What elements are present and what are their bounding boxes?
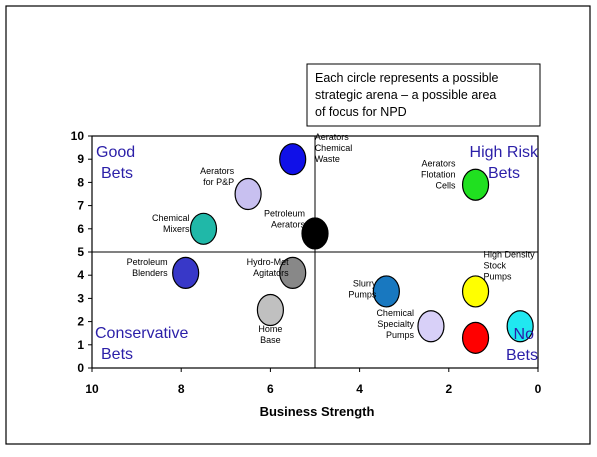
data-point-circle: [506, 310, 534, 343]
data-point-label: Pumps: [348, 289, 377, 299]
note-line-1: Each circle represents a possible: [315, 71, 498, 85]
data-point-label: Aerators: [271, 219, 306, 229]
data-point-label: Blenders: [132, 268, 168, 278]
data-point-circle: [372, 275, 400, 308]
data-point-circle: [189, 212, 218, 245]
data-point-circle: [461, 168, 490, 201]
data-point-label: Aerators: [315, 132, 350, 142]
quadrant-label-good-line2: Bets: [101, 165, 133, 182]
data-point-label: Chemical: [376, 308, 414, 318]
data-point-circle: [461, 275, 490, 308]
x-tick-label: 2: [445, 382, 452, 396]
quadrant-label-high-risk-line2: Bets: [488, 165, 520, 182]
quadrant-label-no-line2: Bets: [506, 347, 538, 364]
data-point-label: Waste: [315, 154, 340, 164]
y-tick-label: 10: [71, 129, 85, 143]
y-tick-label: 0: [77, 361, 84, 375]
y-tick-label: 8: [77, 175, 84, 189]
data-point-label: Home: [258, 324, 282, 334]
x-tick-label: 0: [535, 382, 542, 396]
quadrant-label-no-line1: No: [514, 326, 535, 343]
data-point-circle: [279, 143, 307, 176]
data-point-circle: [256, 293, 284, 327]
quadrant-label-conservative-line1: Conservative: [95, 325, 188, 342]
quadrant-label-good-line1: Good: [96, 144, 135, 161]
quadrant-label-conservative-line2: Bets: [101, 346, 133, 363]
y-tick-label: 9: [77, 152, 84, 166]
data-point-circle: [279, 256, 307, 289]
x-tick-label: 6: [267, 382, 274, 396]
outer-frame: [5, 5, 591, 445]
quadrant-label-high-risk-line1: High Risk: [470, 144, 539, 161]
x-tick-label: 10: [85, 382, 99, 396]
data-point-label: Stock: [484, 260, 507, 270]
data-point-label: Aerators: [422, 159, 457, 169]
data-point-circle: [461, 321, 490, 354]
data-point-label: Pumps: [484, 271, 513, 281]
data-point-label: for P&P: [203, 177, 234, 187]
data-point-label: Base: [260, 335, 281, 345]
data-point-label: Mixers: [163, 224, 190, 234]
note-line-2: strategic arena – a possible area: [315, 88, 496, 102]
data-point-label: Slurry: [353, 278, 377, 288]
plot-area: 0 1 2 3 4 5 6 7 8 9 10 10 8 6 4 2 0 Business Strength Good…: [71, 129, 542, 419]
data-point-label: Agitators: [253, 268, 289, 278]
note-box: [306, 63, 541, 127]
y-tick-label: 2: [77, 315, 84, 329]
y-tick-label: 1: [77, 338, 84, 352]
data-point-label: Petroleum: [264, 208, 305, 218]
x-tick-label: 4: [356, 382, 363, 396]
x-tick-label: 8: [178, 382, 185, 396]
data-point-label: Chemical: [152, 213, 190, 223]
data-point-label: Pumps: [386, 330, 415, 340]
data-point-circle: [301, 217, 329, 250]
y-tick-label: 5: [77, 245, 84, 259]
data-point-label: Aerators: [200, 166, 235, 176]
data-point-label: High Density: [484, 249, 536, 259]
data-point-label: Flotation: [421, 170, 456, 180]
data-point-label: Hydro-Met: [247, 257, 290, 267]
y-tick-label: 4: [77, 268, 84, 282]
y-tick-label: 3: [77, 291, 84, 305]
data-point-circle: [172, 256, 200, 289]
data-point-label: Chemical: [315, 143, 353, 153]
x-axis-title: Business Strength: [260, 404, 375, 419]
y-tick-label: 7: [77, 199, 84, 213]
data-point-label: Petroleum: [127, 257, 168, 267]
data-point-circle: [234, 177, 262, 211]
data-point-label: Specialty: [377, 319, 414, 329]
data-point-circle: [417, 310, 445, 343]
y-tick-label: 6: [77, 222, 84, 236]
note-line-3: of focus for NPD: [315, 105, 407, 119]
data-point-label: Cells: [436, 181, 457, 191]
